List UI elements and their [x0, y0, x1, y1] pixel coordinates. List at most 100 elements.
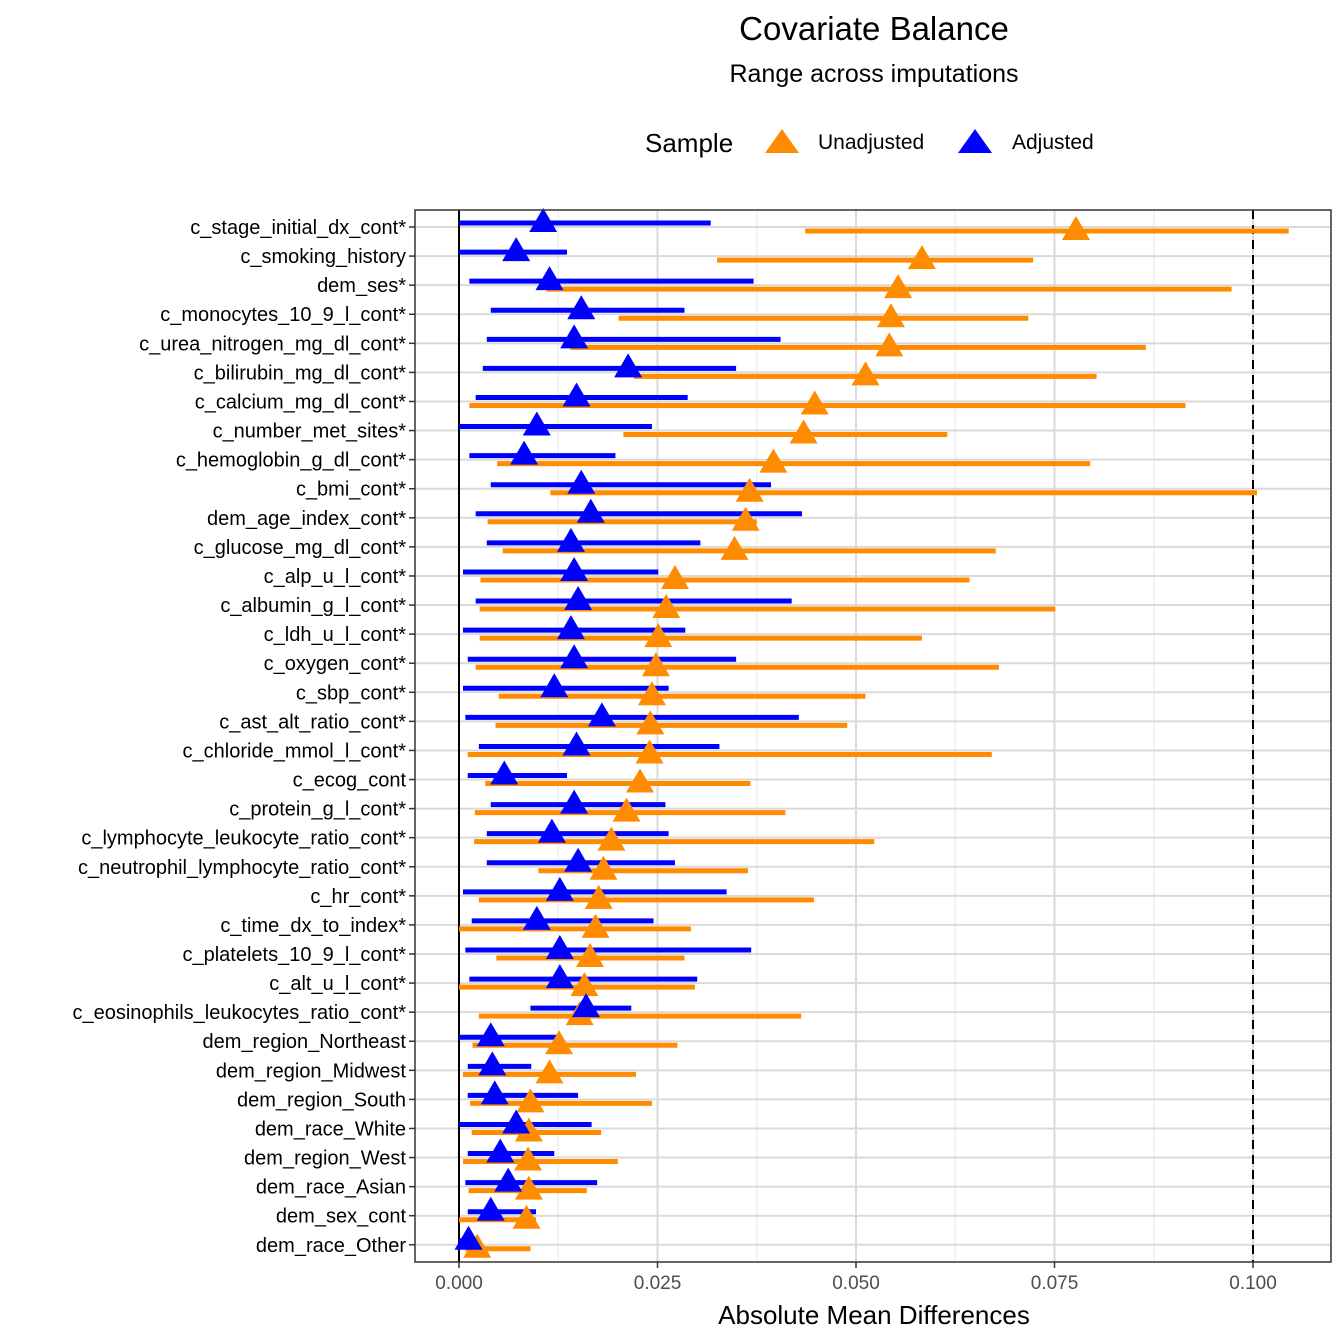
adjusted-point	[556, 615, 585, 640]
adjusted-point	[529, 208, 558, 232]
y-tick-label: dem_sex_cont	[276, 1206, 407, 1228]
unadjusted-point	[660, 564, 689, 589]
panel-border	[414, 209, 1332, 1263]
y-tick-label: c_alp_u_l_cont*	[264, 566, 407, 588]
unadjusted-point	[731, 506, 760, 531]
y-tick-label: dem_region_South	[237, 1089, 406, 1111]
unadjusted-point	[545, 1030, 574, 1055]
unadjusted-point	[597, 826, 626, 851]
x-axis-label: Absolute Mean Differences	[718, 1300, 1030, 1330]
y-tick-label: dem_age_index_cont*	[207, 508, 406, 530]
unadjusted-point	[652, 594, 681, 619]
adjusted-point	[572, 993, 601, 1018]
x-tick-label: 0.025	[634, 1273, 682, 1294]
unadjusted-point	[584, 884, 613, 909]
adjusted-point	[476, 1022, 505, 1047]
unadjusted-point	[612, 797, 641, 822]
y-tick-label: c_stage_initial_dx_cont*	[190, 217, 406, 239]
plot-area: c_stage_initial_dx_cont* c_smoking_histor…	[72, 208, 1332, 1294]
legend-label-adjusted: Adjusted	[1012, 131, 1094, 154]
unadjusted-point	[851, 361, 880, 386]
adjusted-point	[567, 295, 596, 320]
unadjusted-point	[1061, 216, 1090, 240]
y-tick-label: c_ast_alt_ratio_cont*	[219, 711, 406, 733]
y-tick-label: dem_ses*	[317, 275, 406, 297]
y-tick-label: c_oxygen_cont*	[264, 653, 407, 675]
adjusted-point	[562, 731, 591, 756]
unadjusted-point	[644, 623, 673, 648]
unadjusted-point	[907, 245, 936, 270]
legend-marker-adjusted	[958, 129, 992, 153]
adjusted-point	[502, 237, 531, 262]
y-tick-label: dem_race_White	[255, 1118, 406, 1140]
adjusted-point	[560, 556, 589, 581]
adjusted-point	[556, 527, 585, 552]
adjusted-point	[522, 411, 551, 436]
y-tick-label: dem_race_Asian	[256, 1177, 406, 1199]
y-tick-label: c_smoking_history	[240, 246, 406, 268]
x-tick-label: 0.100	[1229, 1273, 1277, 1294]
unadjusted-point	[875, 332, 904, 357]
chart-title: Covariate Balance	[739, 10, 1009, 47]
y-tick-label: c_chloride_mmol_l_cont*	[183, 740, 407, 762]
adjusted-point	[502, 1109, 531, 1134]
x-tick-label: 0.075	[1031, 1273, 1079, 1294]
adjusted-point	[560, 644, 589, 669]
x-tick-label: 0.050	[832, 1273, 880, 1294]
adjusted-point	[564, 586, 593, 611]
adjusted-point	[454, 1225, 483, 1250]
unadjusted-point	[589, 855, 618, 880]
unadjusted-point	[576, 943, 605, 967]
adjusted-point	[545, 935, 574, 959]
y-tick-label: c_calcium_mg_dl_cont*	[195, 391, 406, 413]
adjusted-point	[537, 818, 566, 843]
unadjusted-point	[516, 1088, 545, 1113]
adjusted-point	[540, 673, 569, 698]
adjusted-point	[522, 905, 551, 930]
adjusted-point	[476, 1196, 505, 1221]
y-tick-label: c_hemoglobin_g_dl_cont*	[176, 450, 406, 472]
unadjusted-point	[626, 768, 655, 793]
adjusted-point	[480, 1080, 509, 1105]
adjusted-point	[535, 266, 564, 291]
unadjusted-point	[735, 477, 764, 502]
adjusted-point	[490, 760, 519, 785]
y-tick-label: c_platelets_10_9_l_cont*	[182, 944, 406, 966]
unadjusted-point	[789, 419, 818, 444]
unadjusted-point	[581, 913, 610, 938]
y-tick-label: c_hr_cont*	[310, 886, 406, 908]
legend: Sample Unadjusted Adjusted	[645, 128, 1094, 158]
unadjusted-point	[641, 652, 670, 677]
y-tick-label: dem_race_Other	[256, 1235, 406, 1257]
unadjusted-point	[514, 1117, 543, 1142]
chart-subtitle: Range across imputations	[729, 60, 1018, 88]
adjusted-point	[576, 498, 605, 523]
unadjusted-point	[876, 303, 905, 328]
unadjusted-point	[759, 448, 788, 473]
unadjusted-point	[570, 972, 599, 997]
y-tick-label: c_monocytes_10_9_l_cont*	[160, 304, 406, 326]
unadjusted-point	[636, 710, 665, 735]
y-tick-label: c_sbp_cont*	[296, 682, 406, 704]
y-tick-label: c_time_dx_to_index*	[220, 915, 406, 937]
unadjusted-point	[635, 739, 664, 764]
unadjusted-point	[884, 274, 913, 299]
y-tick-label: c_bmi_cont*	[296, 479, 406, 501]
adjusted-point	[562, 382, 591, 407]
adjusted-point	[614, 353, 643, 378]
y-tick-label: c_number_met_sites*	[213, 421, 407, 443]
adjusted-point	[478, 1051, 507, 1076]
y-tick-label: c_eosinophils_leukocytes_ratio_cont*	[72, 1002, 406, 1024]
adjusted-point	[545, 964, 574, 989]
y-tick-label: c_protein_g_l_cont*	[229, 799, 406, 821]
legend-marker-unadjusted	[765, 129, 799, 153]
unadjusted-point	[514, 1175, 543, 1200]
y-tick-label: dem_region_Midwest	[216, 1060, 407, 1082]
y-tick-label: c_bilirubin_mg_dl_cont*	[194, 362, 407, 384]
y-tick-label: dem_region_Northeast	[203, 1031, 407, 1053]
y-tick-label: c_ldh_u_l_cont*	[264, 624, 407, 646]
y-tick-label: c_neutrophil_lymphocyte_ratio_cont*	[78, 857, 406, 879]
y-tick-label: c_ecog_cont	[293, 770, 407, 792]
adjusted-point	[564, 847, 593, 872]
y-tick-label: c_urea_nitrogen_mg_dl_cont*	[139, 333, 406, 355]
